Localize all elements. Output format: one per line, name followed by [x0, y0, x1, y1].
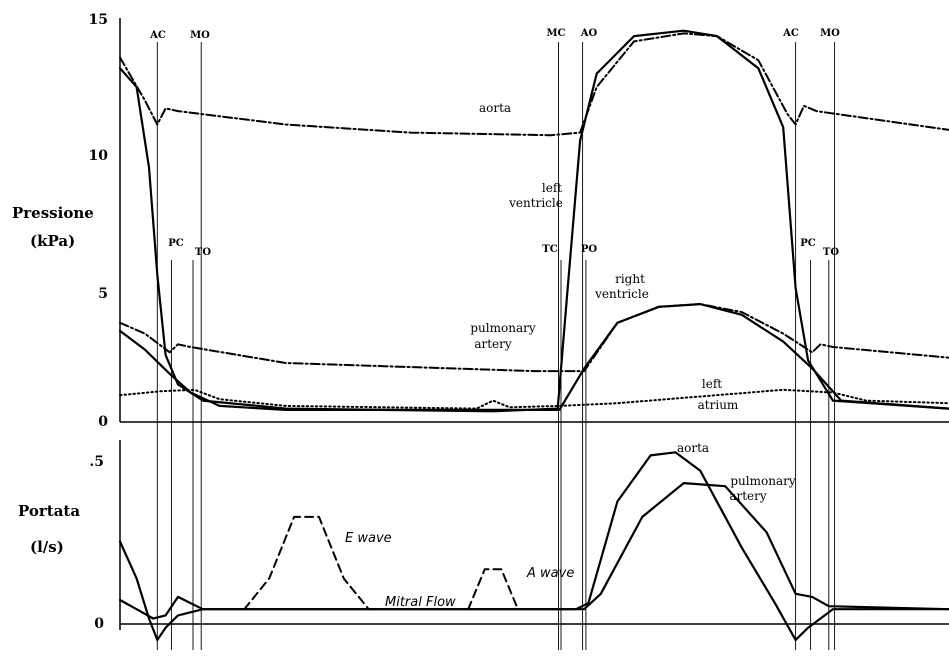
event-label: TO	[195, 247, 211, 258]
event-label: PC	[168, 238, 184, 249]
flow-axis-title: Portata	[18, 502, 80, 520]
right-ventricle-label-line2: ventricle	[594, 287, 649, 301]
e-wave-label: E wave	[345, 531, 392, 546]
left-ventricle-label-line1: left	[542, 181, 562, 195]
flow-pulmonary-artery-line	[118, 482, 949, 620]
left-ventricle-label-line2: ventricle	[508, 196, 563, 210]
flow-tick-label: 0	[94, 616, 104, 632]
right-ventricle-label-line1: right	[615, 272, 645, 286]
pressure-event-labels: AC MO PC TO MC AO TC PO AC MO PC TO	[149, 28, 840, 258]
pressure-tick-label: 0	[98, 414, 108, 430]
pressure-panel: Pressione (kPa) 0 5 10 15 AC MO PC TO MC…	[12, 12, 949, 430]
pressure-tick-label: 5	[98, 286, 108, 302]
aorta-pressure-label: aorta	[479, 101, 511, 115]
left-atrium-label-line1: left	[702, 377, 722, 391]
pressure-annotations: aorta left ventricle right ventricle pul…	[470, 101, 739, 412]
flow-panel: Portata (l/s) 0 .5 aorta pulmonary arter…	[18, 440, 949, 642]
event-label: PC	[800, 238, 816, 249]
pressure-axis-unit: (kPa)	[30, 232, 75, 250]
event-marker-lines	[156, 42, 836, 650]
pressure-right-ventricle-line	[118, 303, 949, 411]
aorta-flow-label: aorta	[677, 441, 709, 455]
flow-axis-unit: (l/s)	[30, 538, 64, 556]
pulmonary-flow-label-line2: artery	[729, 489, 767, 503]
mitral-flow-label: Mitral Flow	[385, 595, 456, 610]
pulmonary-artery-label-line1: pulmonary	[470, 321, 535, 335]
left-atrium-label-line2: atrium	[698, 398, 739, 412]
flow-a-wave-line	[467, 568, 519, 611]
event-label: TO	[823, 247, 839, 258]
pulmonary-flow-label-line1: pulmonary	[730, 474, 795, 488]
pressure-tick-label: 10	[89, 148, 109, 164]
flow-ticks: 0 .5	[89, 454, 104, 632]
event-label: MO	[190, 30, 210, 41]
flow-e-wave-line	[243, 515, 370, 611]
pressure-left-ventricle-line	[118, 29, 949, 413]
event-label: AO	[580, 28, 598, 39]
event-label: MC	[546, 28, 565, 39]
event-label: MO	[820, 28, 840, 39]
event-label: AC	[782, 28, 799, 39]
event-label: AC	[149, 30, 166, 41]
flow-tick-label: .5	[89, 454, 104, 470]
flow-annotations: aorta pulmonary artery E wave Mitral Flo…	[345, 441, 796, 610]
pulmonary-artery-label-line2: artery	[474, 337, 512, 351]
a-wave-label: A wave	[526, 566, 574, 581]
pressure-left-atrium-line	[119, 388, 949, 410]
pressure-ticks: 0 5 10 15	[89, 12, 109, 430]
event-label: TC	[542, 244, 557, 255]
event-label: PO	[581, 244, 598, 255]
pressure-axis-title: Pressione	[12, 204, 94, 222]
pressure-tick-label: 15	[89, 12, 108, 28]
